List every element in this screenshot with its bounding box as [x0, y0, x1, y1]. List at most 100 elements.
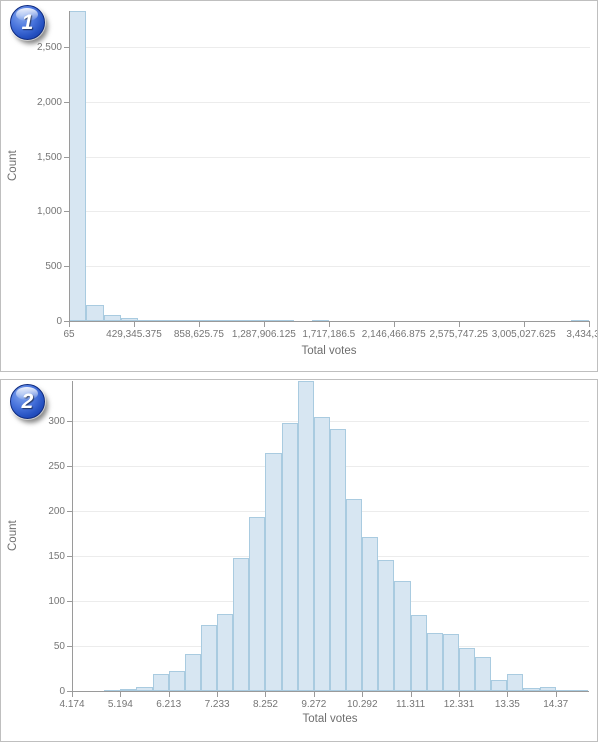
y-tick-label: 500	[45, 261, 62, 273]
x-tick-label: 2,146,466.875	[361, 329, 426, 340]
histogram-bar	[426, 632, 443, 691]
y-tick-label: 300	[48, 416, 65, 428]
histogram-bar	[217, 613, 234, 691]
histogram-bar	[507, 673, 524, 691]
x-tick-mark	[507, 692, 509, 697]
x-tick-label: 65	[63, 329, 75, 340]
x-tick-label: 11.311	[396, 699, 426, 710]
x-tick-label: 1,287,906.125	[231, 329, 296, 340]
x-tick-label: 858,625.75	[173, 329, 224, 340]
x-tick-mark	[458, 692, 460, 697]
x-tick-mark	[313, 692, 315, 697]
x-tick-mark	[69, 322, 70, 327]
histogram-bar	[168, 671, 185, 691]
x-tick-mark	[72, 692, 73, 697]
y-tick-mark	[67, 466, 72, 468]
y-tick-label: 1,500	[36, 151, 62, 163]
x-tick-mark	[523, 322, 525, 327]
y-tick-label: 0	[56, 316, 62, 327]
y-tick-mark	[67, 421, 72, 423]
histogram-bar	[120, 318, 139, 321]
x-axis-line	[72, 691, 589, 692]
y-tick-label: 2,500	[36, 42, 62, 54]
x-tick-label: 4.174	[59, 699, 85, 710]
badge-number: 2	[21, 389, 34, 413]
y-tick-mark	[67, 646, 72, 648]
y-tick-mark	[67, 556, 72, 558]
y-tick-label: 200	[48, 506, 65, 518]
x-tick-label: 2,575,747.25	[429, 329, 488, 340]
histogram-bar	[442, 634, 459, 691]
annotation-badge-2: 2	[10, 384, 45, 419]
y-tick-mark	[67, 511, 72, 513]
y-tick-mark	[64, 47, 69, 49]
x-tick-label: 10.292	[346, 699, 378, 710]
y-tick-label: 1,000	[36, 206, 62, 218]
x-tick-label: 3,005,027.625	[491, 329, 556, 340]
x-tick-mark	[458, 322, 460, 327]
x-tick-mark	[410, 692, 412, 697]
histogram-bar	[200, 625, 218, 691]
gridline	[70, 266, 590, 268]
y-tick-label: 100	[48, 596, 65, 608]
histogram-bar	[362, 537, 379, 691]
x-axis-line	[69, 321, 590, 322]
y-tick-mark	[64, 156, 69, 158]
y-tick-mark	[64, 321, 69, 322]
y-axis-title: Count	[7, 150, 19, 182]
y-tick-label: 250	[48, 461, 65, 473]
x-tick-label: 13.35	[494, 699, 520, 710]
histogram-bar	[120, 689, 137, 692]
x-tick-mark	[555, 692, 557, 697]
histogram-bar	[265, 452, 282, 691]
histogram-bar	[297, 381, 314, 691]
histogram-bar	[410, 614, 427, 691]
y-tick-label: 150	[48, 551, 65, 563]
y-tick-mark	[67, 601, 72, 603]
x-tick-mark	[133, 322, 135, 327]
gridline	[73, 421, 589, 423]
x-tick-mark	[198, 322, 200, 327]
y-tick-label: 2,000	[36, 96, 62, 108]
x-tick-label: 1,717,186.5	[302, 329, 356, 340]
chart-panel-2: 2 Count Total votes 4.174 5.194 6.213 7.233…	[0, 379, 598, 742]
x-axis-title: Total votes	[301, 345, 357, 357]
x-tick-mark	[265, 692, 267, 697]
histogram-bar	[69, 11, 87, 321]
histogram-bar	[523, 688, 540, 691]
histogram-bar	[539, 687, 556, 691]
x-axis-title: Total votes	[302, 713, 358, 725]
histogram-bar	[152, 673, 169, 691]
histogram-bar	[329, 428, 347, 691]
x-tick-mark	[588, 322, 590, 327]
y-tick-mark	[67, 691, 72, 692]
histogram-bar	[475, 656, 492, 691]
y-tick-label: 0	[59, 686, 65, 697]
histogram-bar	[184, 654, 201, 691]
histogram-bar	[281, 423, 298, 691]
histogram-bar	[458, 647, 476, 691]
x-tick-label: 8.252	[252, 699, 278, 710]
histogram-bar	[313, 416, 330, 691]
histogram-bar	[394, 581, 411, 691]
x-tick-label: 9.272	[301, 699, 327, 710]
chart-panel-1: 1 Count Total votes 65 429,345.375 858,625…	[0, 0, 598, 372]
histogram-bar	[346, 498, 363, 691]
x-tick-label: 6.213	[156, 699, 182, 710]
badge-number: 1	[21, 10, 34, 34]
x-tick-label: 14.37	[543, 699, 569, 710]
annotation-badge-1: 1	[10, 5, 45, 40]
y-axis-line	[69, 11, 70, 322]
x-tick-mark	[217, 692, 219, 697]
x-tick-label: 12.331	[443, 699, 475, 710]
gridline	[70, 101, 590, 103]
x-tick-label: 7.233	[204, 699, 230, 710]
y-tick-mark	[64, 211, 69, 213]
x-tick-mark	[263, 322, 265, 327]
y-tick-label: 50	[53, 641, 65, 653]
histogram-bar	[491, 680, 508, 691]
histogram-bar	[136, 686, 153, 691]
x-tick-mark	[120, 692, 122, 697]
histogram-bar	[233, 558, 250, 691]
